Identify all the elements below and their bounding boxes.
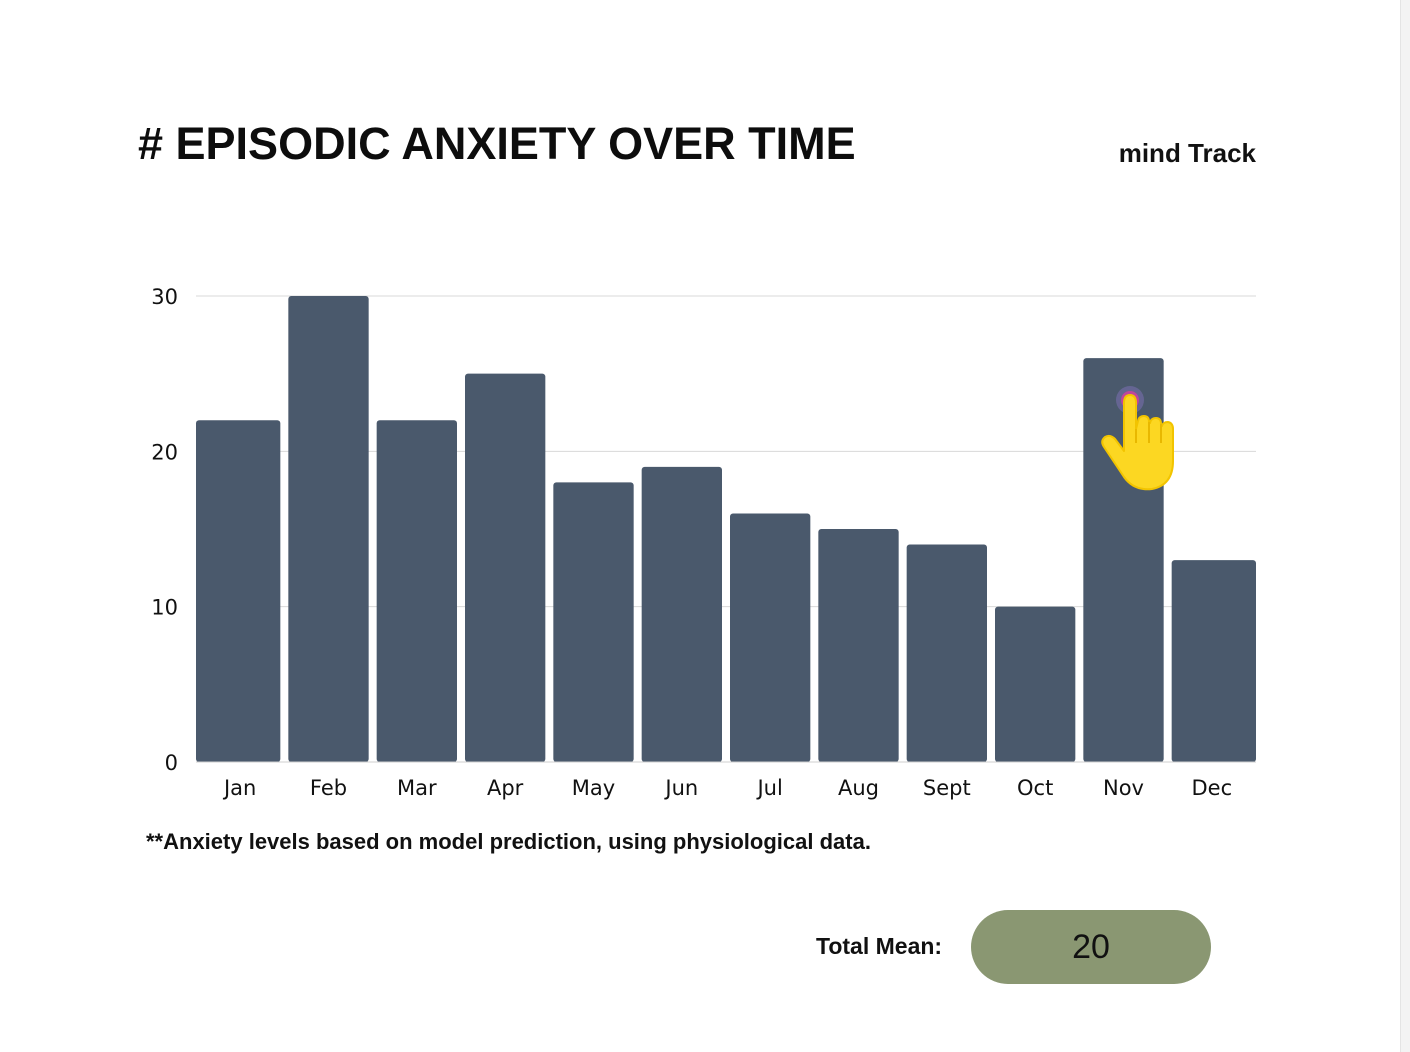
bar-dec <box>1171 560 1256 762</box>
bar-mar <box>376 420 457 762</box>
x-tick-label: Aug <box>838 776 879 800</box>
bar-aug <box>818 529 899 762</box>
bar-apr <box>465 373 546 762</box>
brand-label: mind Track <box>1118 138 1256 168</box>
page-edge <box>1400 0 1410 1052</box>
x-tick-label: Dec <box>1192 776 1233 800</box>
bar-feb <box>288 296 369 762</box>
x-tick-label: Jan <box>222 776 256 800</box>
x-tick-label: Mar <box>397 776 437 800</box>
total-mean-label: Total Mean: <box>816 933 943 959</box>
chart-footnote: **Anxiety levels based on model predicti… <box>146 829 871 854</box>
bar-sept <box>906 544 987 762</box>
y-tick-label: 10 <box>151 596 178 620</box>
y-tick-label: 20 <box>151 440 178 464</box>
bar-jun <box>641 466 722 762</box>
cursor-finger-lines <box>1135 422 1162 443</box>
bar-may <box>553 482 634 762</box>
x-tick-label: Jun <box>663 776 698 800</box>
total-mean-badge: 20 <box>971 910 1211 984</box>
x-tick-label: May <box>572 776 615 800</box>
page-title: # EPISODIC ANXIETY OVER TIME <box>138 118 856 169</box>
total-mean-value: 20 <box>1072 927 1110 966</box>
x-tick-label: Nov <box>1103 776 1144 800</box>
bar-jul <box>730 513 811 762</box>
x-tick-label: Apr <box>487 776 524 800</box>
y-tick-label: 0 <box>165 751 178 775</box>
y-tick-label: 30 <box>151 285 178 309</box>
bar-oct <box>995 606 1076 762</box>
bar-jan <box>196 420 281 762</box>
x-tick-label: Jul <box>755 776 782 800</box>
x-tick-label: Sept <box>923 776 971 800</box>
x-tick-label: Feb <box>310 776 347 800</box>
x-tick-label: Oct <box>1017 776 1053 800</box>
pointing-hand-icon <box>1101 386 1174 491</box>
